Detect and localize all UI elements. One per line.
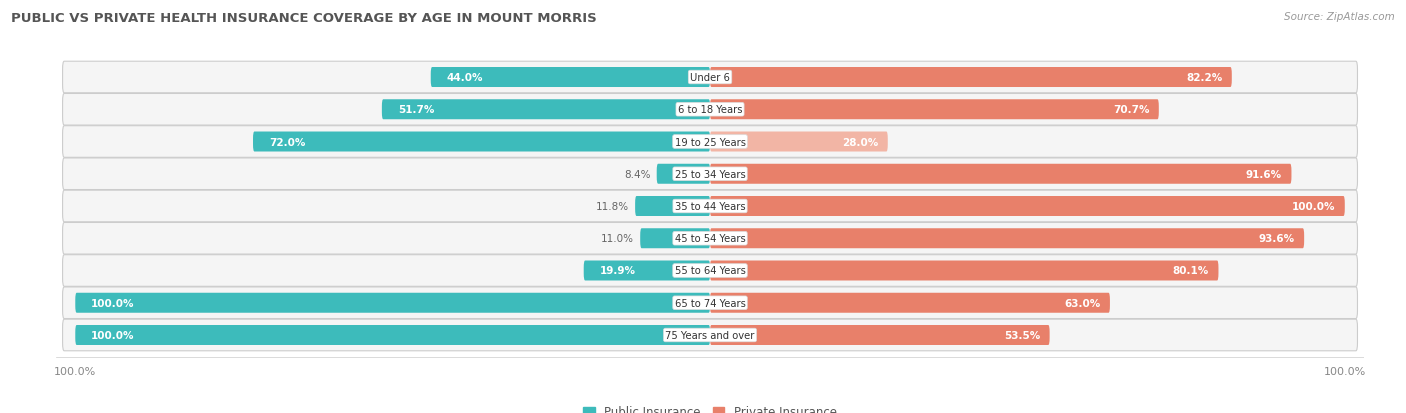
- Text: 80.1%: 80.1%: [1173, 266, 1209, 276]
- Legend: Public Insurance, Private Insurance: Public Insurance, Private Insurance: [581, 403, 839, 413]
- FancyBboxPatch shape: [253, 132, 710, 152]
- FancyBboxPatch shape: [430, 68, 710, 88]
- FancyBboxPatch shape: [710, 261, 1219, 281]
- Text: 100.0%: 100.0%: [1292, 202, 1336, 211]
- Text: 35 to 44 Years: 35 to 44 Years: [675, 202, 745, 211]
- FancyBboxPatch shape: [63, 94, 1357, 126]
- Text: 91.6%: 91.6%: [1246, 169, 1282, 179]
- FancyBboxPatch shape: [657, 164, 710, 184]
- Text: PUBLIC VS PRIVATE HEALTH INSURANCE COVERAGE BY AGE IN MOUNT MORRIS: PUBLIC VS PRIVATE HEALTH INSURANCE COVER…: [11, 12, 598, 25]
- Text: 93.6%: 93.6%: [1258, 234, 1295, 244]
- FancyBboxPatch shape: [710, 325, 1050, 345]
- Text: 82.2%: 82.2%: [1187, 73, 1222, 83]
- Text: 53.5%: 53.5%: [1004, 330, 1040, 340]
- FancyBboxPatch shape: [710, 100, 1159, 120]
- FancyBboxPatch shape: [76, 293, 710, 313]
- Text: 8.4%: 8.4%: [624, 169, 651, 179]
- Text: 11.8%: 11.8%: [596, 202, 628, 211]
- Text: 63.0%: 63.0%: [1064, 298, 1101, 308]
- Text: 28.0%: 28.0%: [842, 137, 879, 147]
- Text: 44.0%: 44.0%: [447, 73, 484, 83]
- FancyBboxPatch shape: [710, 229, 1305, 249]
- Text: 51.7%: 51.7%: [398, 105, 434, 115]
- Text: Under 6: Under 6: [690, 73, 730, 83]
- Text: 65 to 74 Years: 65 to 74 Years: [675, 298, 745, 308]
- FancyBboxPatch shape: [640, 229, 710, 249]
- FancyBboxPatch shape: [63, 255, 1357, 287]
- Text: 6 to 18 Years: 6 to 18 Years: [678, 105, 742, 115]
- Text: 25 to 34 Years: 25 to 34 Years: [675, 169, 745, 179]
- Text: 19.9%: 19.9%: [599, 266, 636, 276]
- FancyBboxPatch shape: [710, 293, 1109, 313]
- FancyBboxPatch shape: [63, 126, 1357, 158]
- FancyBboxPatch shape: [63, 62, 1357, 94]
- FancyBboxPatch shape: [63, 159, 1357, 190]
- Text: 100.0%: 100.0%: [91, 330, 135, 340]
- FancyBboxPatch shape: [76, 325, 710, 345]
- FancyBboxPatch shape: [382, 100, 710, 120]
- Text: Source: ZipAtlas.com: Source: ZipAtlas.com: [1284, 12, 1395, 22]
- FancyBboxPatch shape: [710, 132, 887, 152]
- FancyBboxPatch shape: [583, 261, 710, 281]
- Text: 70.7%: 70.7%: [1112, 105, 1149, 115]
- FancyBboxPatch shape: [63, 223, 1357, 254]
- Text: 55 to 64 Years: 55 to 64 Years: [675, 266, 745, 276]
- Text: 19 to 25 Years: 19 to 25 Years: [675, 137, 745, 147]
- Text: 11.0%: 11.0%: [600, 234, 634, 244]
- FancyBboxPatch shape: [710, 68, 1232, 88]
- Text: 100.0%: 100.0%: [91, 298, 135, 308]
- FancyBboxPatch shape: [636, 197, 710, 216]
- FancyBboxPatch shape: [710, 197, 1344, 216]
- FancyBboxPatch shape: [710, 164, 1292, 184]
- FancyBboxPatch shape: [63, 191, 1357, 222]
- FancyBboxPatch shape: [63, 319, 1357, 351]
- Text: 75 Years and over: 75 Years and over: [665, 330, 755, 340]
- Text: 72.0%: 72.0%: [269, 137, 305, 147]
- Text: 45 to 54 Years: 45 to 54 Years: [675, 234, 745, 244]
- FancyBboxPatch shape: [63, 287, 1357, 319]
